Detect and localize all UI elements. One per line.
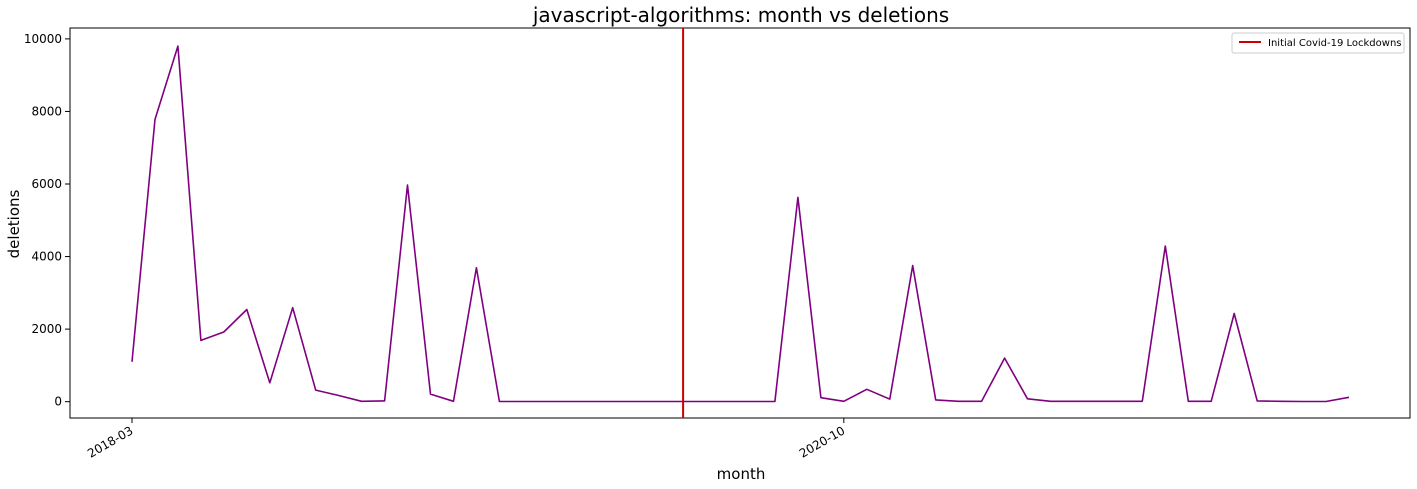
plot-lines	[131, 28, 1350, 418]
y-tick-label-0: 0	[54, 395, 62, 409]
y-axis-label: deletions	[5, 189, 23, 258]
plot-area	[69, 27, 1411, 419]
y-tick-label-3: 6000	[31, 177, 62, 191]
legend-box	[1231, 32, 1405, 54]
x-axis-label: month	[717, 465, 766, 483]
legend-label-lockdown: Initial Covid-19 Lockdowns	[1268, 38, 1402, 49]
y-tick-label-5: 10000	[24, 32, 62, 46]
y-tick-label-1: 2000	[31, 322, 62, 336]
legend: Initial Covid-19 Lockdowns	[1231, 32, 1405, 54]
y-tick-label-2: 4000	[31, 250, 62, 264]
x-tick-label-1: 2020-10	[797, 423, 847, 460]
x-axis: 2018-03 2020-10	[85, 418, 847, 461]
y-axis: 0 2000 4000 6000 8000 10000	[24, 32, 70, 409]
y-tick-label-4: 8000	[31, 104, 62, 118]
x-tick-label-0: 2018-03	[85, 423, 135, 460]
chart-title: javascript-algorithms: month vs deletion…	[532, 3, 949, 27]
series-line-deletions	[131, 45, 1350, 403]
